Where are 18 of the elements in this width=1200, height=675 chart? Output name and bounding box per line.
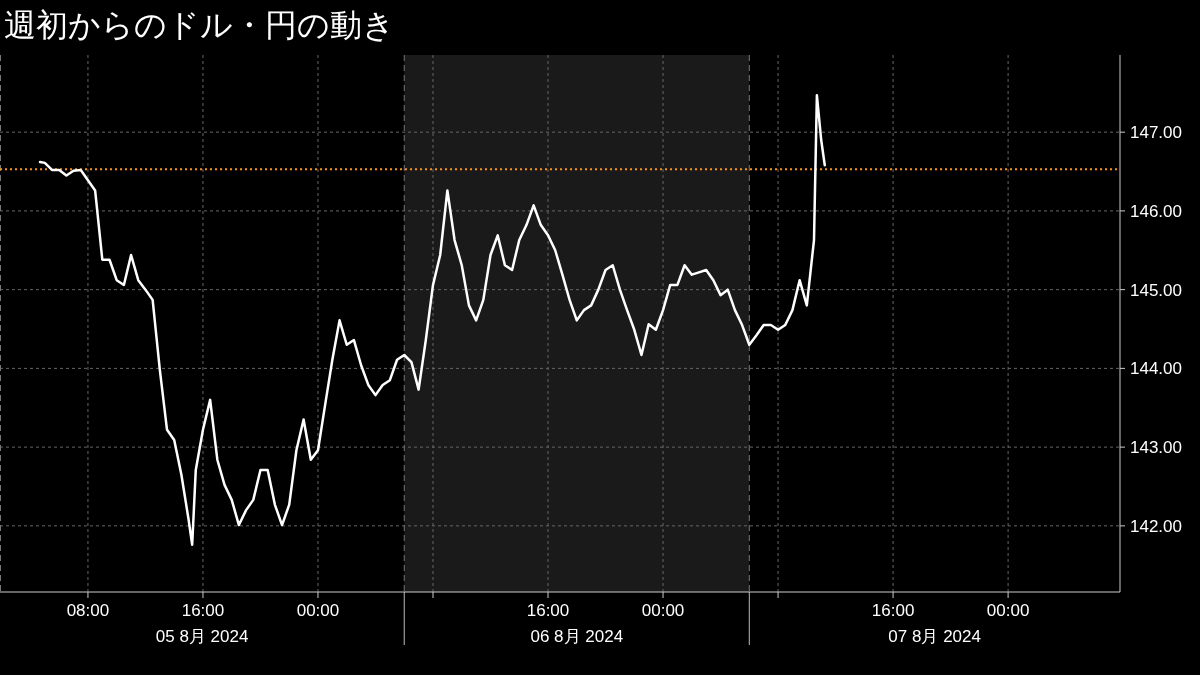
x-tick-label: 08:00 <box>66 601 110 620</box>
x-tick-label: 16:00 <box>181 601 225 620</box>
x-tick-label: 00:00 <box>986 601 1030 620</box>
x-tick-label: 16:00 <box>526 601 570 620</box>
line-series <box>38 93 827 547</box>
text: 06 8月 2024 <box>530 627 624 646</box>
y-tick-label: 143.00 <box>1130 438 1182 458</box>
x-tick-label: 00:00 <box>641 601 685 620</box>
y-tick-label: 144.00 <box>1130 359 1182 379</box>
text: 05 8月 2024 <box>155 627 249 646</box>
chart-title: 週初からのドル・円の動き <box>4 7 395 43</box>
y-tick-label: 147.00 <box>1130 123 1182 143</box>
x-tick-label: 00:00 <box>296 601 340 620</box>
y-tick-label: 145.00 <box>1130 280 1182 300</box>
y-tick-label: 146.00 <box>1130 201 1182 221</box>
x-tick-label: 16:00 <box>871 601 915 620</box>
text: 07 8月 2024 <box>888 627 981 646</box>
y-tick-label: 142.00 <box>1130 516 1182 536</box>
